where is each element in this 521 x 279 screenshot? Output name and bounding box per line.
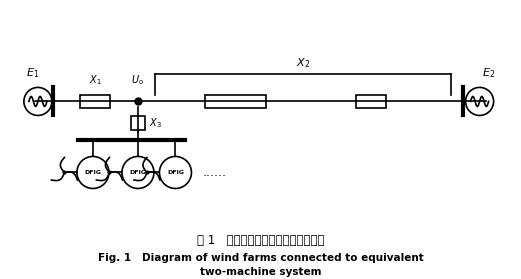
Text: $X_1$: $X_1$ (89, 74, 102, 87)
Text: Fig. 1   Diagram of wind farms connected to equivalent: Fig. 1 Diagram of wind farms connected t… (97, 252, 424, 263)
Text: $U_{\rm o}$: $U_{\rm o}$ (131, 74, 144, 87)
Text: DFIG: DFIG (167, 170, 184, 175)
Text: DFIG: DFIG (129, 170, 146, 175)
Text: DFIG: DFIG (84, 170, 102, 175)
Text: $X_2$: $X_2$ (296, 56, 310, 70)
Text: ......: ...... (203, 166, 227, 179)
FancyBboxPatch shape (80, 95, 110, 108)
Text: $E_2$: $E_2$ (481, 67, 495, 80)
FancyBboxPatch shape (131, 116, 145, 130)
FancyBboxPatch shape (355, 95, 386, 108)
Text: two-machine system: two-machine system (200, 266, 321, 276)
Text: 图 1   风电场接入等值两机系统示意图: 图 1 风电场接入等值两机系统示意图 (197, 234, 324, 247)
Text: $E_1$: $E_1$ (26, 67, 40, 80)
Text: $X_3$: $X_3$ (149, 116, 162, 130)
FancyBboxPatch shape (205, 95, 266, 108)
